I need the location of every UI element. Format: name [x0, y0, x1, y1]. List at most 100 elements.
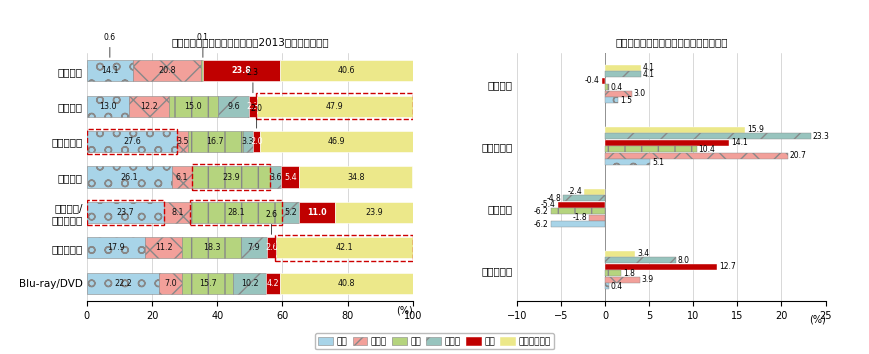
Bar [172, 166, 192, 188]
Bar [589, 215, 605, 221]
Text: 42.1: 42.1 [335, 243, 353, 252]
Text: 4.1: 4.1 [643, 70, 655, 79]
Text: 11.2: 11.2 [155, 243, 172, 252]
Bar [605, 270, 621, 276]
Bar [605, 257, 676, 263]
Bar [182, 237, 242, 258]
Text: 20.8: 20.8 [158, 66, 176, 75]
Text: -6.2: -6.2 [534, 220, 549, 229]
Bar [299, 202, 335, 223]
Text: 2.6: 2.6 [265, 243, 278, 252]
Text: 0.4: 0.4 [611, 282, 622, 291]
Bar [282, 202, 299, 223]
Text: 18.3: 18.3 [202, 243, 221, 252]
Text: 8.0: 8.0 [678, 256, 689, 265]
Text: 3.5: 3.5 [176, 137, 189, 146]
Text: 23.9: 23.9 [222, 172, 240, 182]
Text: 34.8: 34.8 [347, 172, 364, 182]
Bar [182, 273, 233, 294]
Text: 10.4: 10.4 [699, 145, 715, 154]
Bar [605, 251, 635, 257]
Text: 0.1: 0.1 [197, 33, 209, 57]
Bar [275, 237, 413, 258]
Bar [192, 166, 269, 188]
Text: -0.4: -0.4 [585, 76, 600, 85]
Text: 47.9: 47.9 [326, 102, 343, 111]
Bar [605, 153, 787, 159]
Text: 12.2: 12.2 [140, 102, 158, 111]
Title: 端末市場の地域別成長率（数量ベース）: 端末市場の地域別成長率（数量ベース） [615, 37, 727, 47]
Text: 3.3: 3.3 [242, 137, 255, 146]
Bar [87, 273, 159, 294]
Text: 23.7: 23.7 [116, 208, 135, 217]
Text: 10.2: 10.2 [241, 279, 259, 288]
Text: 2.3: 2.3 [247, 68, 259, 93]
Bar [218, 96, 249, 117]
Bar [233, 273, 267, 294]
Bar [605, 97, 619, 103]
Text: 1.8: 1.8 [623, 269, 634, 278]
Bar [605, 264, 717, 270]
Text: 40.6: 40.6 [338, 66, 355, 75]
Bar [605, 133, 811, 139]
Text: 4.2: 4.2 [267, 279, 280, 288]
Text: 46.9: 46.9 [328, 137, 345, 146]
Bar [256, 96, 413, 117]
Text: 23.3: 23.3 [813, 132, 829, 141]
Text: 5.2: 5.2 [284, 208, 297, 217]
Bar [605, 140, 729, 146]
Bar [242, 131, 254, 152]
Bar [282, 166, 299, 188]
Text: 0.6: 0.6 [103, 33, 116, 57]
Text: 15.7: 15.7 [199, 279, 216, 288]
Text: (%): (%) [809, 315, 826, 325]
Bar [605, 72, 641, 77]
Text: 14.1: 14.1 [101, 66, 119, 75]
Bar [551, 208, 605, 214]
Bar [87, 237, 145, 258]
Bar [133, 60, 201, 81]
Text: 8.1: 8.1 [171, 208, 183, 217]
Text: 23.9: 23.9 [365, 208, 382, 217]
Bar [242, 237, 267, 258]
Text: 14.1: 14.1 [731, 138, 748, 147]
Text: 4.1: 4.1 [643, 63, 655, 72]
Bar [601, 78, 605, 84]
Bar [201, 60, 202, 81]
Text: 2.0: 2.0 [250, 104, 262, 128]
Bar [87, 202, 164, 223]
Bar [558, 202, 605, 208]
Text: -2.4: -2.4 [567, 187, 582, 196]
Text: 40.8: 40.8 [338, 279, 355, 288]
Bar [145, 237, 182, 258]
Text: 27.6: 27.6 [123, 137, 141, 146]
Text: 2.0: 2.0 [250, 137, 263, 146]
Bar [280, 273, 413, 294]
Text: 0.4: 0.4 [611, 83, 622, 92]
Bar [605, 159, 650, 165]
Bar [605, 146, 697, 152]
Text: 20.7: 20.7 [789, 151, 806, 160]
Legend: 北米, 中南米, 欧州, その他, 日本, 中国・アジア: 北米, 中南米, 欧州, その他, 日本, 中国・アジア [315, 333, 554, 349]
Text: 7.9: 7.9 [248, 243, 261, 252]
Bar [87, 96, 129, 117]
Bar [129, 96, 169, 117]
Bar [190, 202, 282, 223]
Text: 13.0: 13.0 [99, 102, 116, 111]
Text: 15.9: 15.9 [747, 125, 764, 134]
Bar [605, 127, 746, 133]
Text: 5.4: 5.4 [284, 172, 296, 182]
Text: -6.2: -6.2 [534, 207, 549, 216]
Text: 1.5: 1.5 [620, 96, 632, 105]
Bar [159, 273, 182, 294]
Text: (%): (%) [396, 305, 413, 315]
Bar [169, 96, 218, 117]
Bar [203, 60, 281, 81]
Bar [267, 237, 275, 258]
Text: 7.0: 7.0 [164, 279, 177, 288]
Bar [87, 131, 177, 152]
Bar [605, 277, 640, 282]
Text: 5.1: 5.1 [652, 158, 664, 167]
Title: 端末分野の地域別市場シェア（2013・数量ベース）: 端末分野の地域別市場シェア（2013・数量ベース） [171, 37, 328, 47]
Text: 3.0: 3.0 [634, 89, 646, 98]
